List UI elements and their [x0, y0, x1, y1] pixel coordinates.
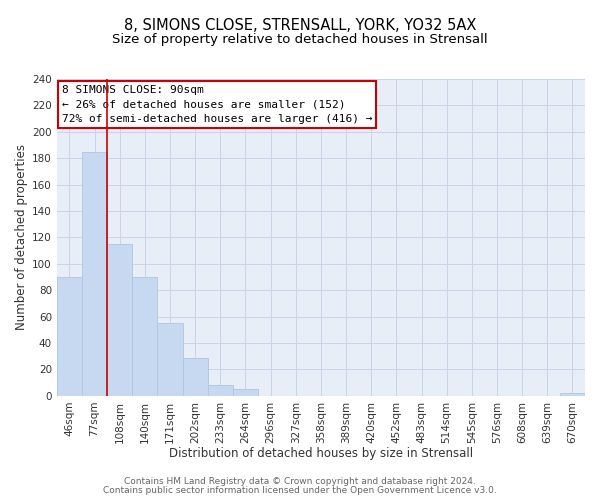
- Text: Contains HM Land Registry data © Crown copyright and database right 2024.: Contains HM Land Registry data © Crown c…: [124, 477, 476, 486]
- Y-axis label: Number of detached properties: Number of detached properties: [15, 144, 28, 330]
- Text: 8, SIMONS CLOSE, STRENSALL, YORK, YO32 5AX: 8, SIMONS CLOSE, STRENSALL, YORK, YO32 5…: [124, 18, 476, 32]
- Bar: [157, 323, 182, 396]
- Text: 8 SIMONS CLOSE: 90sqm
← 26% of detached houses are smaller (152)
72% of semi-det: 8 SIMONS CLOSE: 90sqm ← 26% of detached …: [62, 86, 373, 124]
- Bar: [560, 393, 585, 396]
- X-axis label: Distribution of detached houses by size in Strensall: Distribution of detached houses by size …: [169, 447, 473, 460]
- Text: Size of property relative to detached houses in Strensall: Size of property relative to detached ho…: [112, 32, 488, 46]
- Bar: [132, 277, 157, 396]
- Bar: [82, 152, 107, 396]
- Text: Contains public sector information licensed under the Open Government Licence v3: Contains public sector information licen…: [103, 486, 497, 495]
- Bar: [182, 358, 208, 396]
- Bar: [57, 277, 82, 396]
- Bar: [208, 386, 233, 396]
- Bar: [233, 389, 258, 396]
- Bar: [107, 244, 132, 396]
